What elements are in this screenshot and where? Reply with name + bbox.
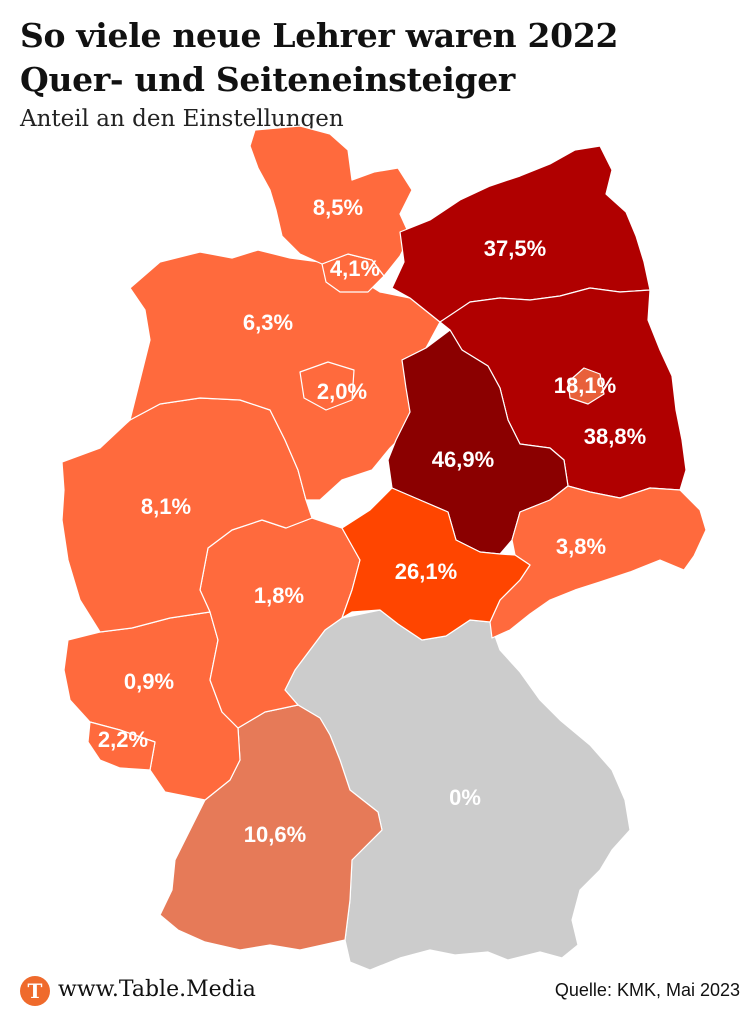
label-hamburg: 4,1% [330,256,380,281]
state-saarland [87,721,156,771]
label-thueringen: 26,1% [395,559,457,584]
table-media-logo-icon: T [20,976,50,1006]
label-brandenburg: 38,8% [584,424,646,449]
title-line-2: Quer- und Seiteneinsteiger [20,60,515,99]
state-baden-wuerttemberg [159,704,383,951]
label-baden-wuerttemberg: 10,6% [244,822,306,847]
state-berlin [567,367,605,405]
chart-title: So viele neue Lehrer waren 2022 Quer- un… [20,14,618,102]
state-bremen [299,361,355,411]
label-berlin: 18,1% [554,373,616,398]
label-mecklenburg-vorpommern: 37,5% [484,236,546,261]
label-nordrhein-westfalen: 8,1% [141,494,191,519]
state-schleswig-holstein [249,125,413,277]
label-schleswig-holstein: 8,5% [313,195,363,220]
title-line-1: So viele neue Lehrer waren 2022 [20,16,619,55]
label-bayern: 0% [449,785,481,810]
label-niedersachsen: 6,3% [243,310,293,335]
label-hessen: 1,8% [254,583,304,608]
label-sachsen-anhalt: 46,9% [432,447,494,472]
label-saarland: 2,2% [98,727,148,752]
state-rheinland-pfalz [63,611,241,801]
state-thueringen [341,487,531,641]
label-sachsen: 3,8% [556,534,606,559]
footer-source: Quelle: KMK, Mai 2023 [554,980,740,1000]
label-rheinland-pfalz: 0,9% [124,669,174,694]
label-bremen: 2,0% [317,379,367,404]
footer-url[interactable]: www.Table.Media [58,977,256,1002]
